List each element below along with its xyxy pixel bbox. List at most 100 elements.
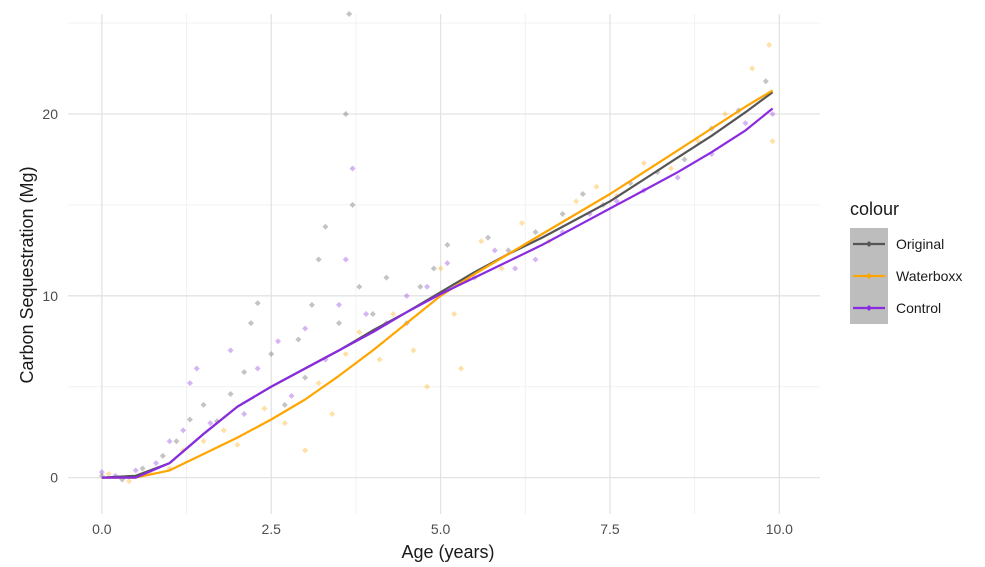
data-point	[342, 256, 349, 263]
data-point	[667, 165, 674, 172]
data-point	[241, 369, 248, 376]
data-point	[613, 198, 620, 205]
data-point	[532, 256, 539, 263]
x-axis-title: Age (years)	[401, 542, 494, 562]
data-point	[322, 223, 329, 230]
data-point	[356, 283, 363, 290]
legend-label: Waterboxx	[896, 268, 962, 284]
data-point	[444, 260, 451, 267]
data-point	[125, 478, 132, 485]
data-point	[430, 265, 437, 272]
data-point	[105, 471, 112, 477]
data-point	[451, 311, 458, 317]
data-point	[410, 347, 417, 354]
legend-key-marker	[866, 305, 872, 311]
data-point	[295, 336, 302, 343]
gridlines	[68, 14, 820, 514]
data-point	[207, 420, 214, 427]
data-point	[227, 391, 234, 397]
data-point	[369, 311, 376, 317]
data-point	[356, 329, 363, 336]
legend-items: Original Waterboxx Control	[850, 228, 962, 324]
data-point	[315, 256, 322, 263]
data-point	[254, 300, 261, 307]
data-point	[288, 392, 295, 399]
data-point	[335, 301, 342, 308]
x-tick-label: 5.0	[431, 521, 451, 537]
legend: colour Original Waterboxx Control	[850, 199, 962, 324]
data-point	[186, 416, 193, 423]
data-point	[532, 229, 539, 236]
x-tick-label: 10.0	[766, 521, 793, 537]
data-point	[478, 238, 485, 245]
data-point	[573, 198, 580, 205]
data-point	[376, 356, 383, 363]
x-tick-label: 7.5	[600, 521, 620, 537]
data-point	[681, 156, 688, 163]
x-axis-ticks: 0.0 2.5 5.0 7.5 10.0	[92, 521, 793, 537]
x-tick-label: 2.5	[262, 521, 282, 537]
data-point	[349, 165, 356, 172]
data-point	[180, 427, 187, 434]
legend-label: Original	[896, 236, 944, 252]
data-point	[342, 111, 349, 117]
data-point	[742, 120, 749, 127]
data-point	[335, 320, 342, 327]
data-point	[769, 138, 776, 145]
data-point	[98, 469, 105, 476]
data-point	[227, 347, 234, 354]
data-point	[518, 220, 525, 227]
data-point	[437, 265, 444, 272]
data-point	[173, 438, 180, 445]
data-point	[308, 301, 315, 308]
data-point	[349, 201, 356, 208]
data-point	[302, 325, 309, 332]
data-point	[329, 411, 336, 417]
data-point	[220, 427, 227, 434]
data-point	[485, 234, 492, 241]
data-point	[749, 65, 756, 72]
data-point	[132, 467, 139, 474]
data-point	[403, 292, 410, 299]
data-point	[281, 401, 288, 408]
data-point	[444, 241, 451, 248]
legend-key-marker	[866, 241, 872, 247]
data-point	[512, 265, 519, 272]
legend-key-marker	[866, 273, 872, 279]
data-point	[342, 351, 349, 357]
data-point	[275, 338, 282, 345]
data-point	[139, 465, 146, 472]
data-point	[254, 365, 261, 372]
data-point	[241, 411, 248, 417]
data-point	[261, 405, 268, 412]
data-point	[268, 351, 275, 357]
data-point	[674, 174, 681, 181]
data-point	[390, 311, 397, 317]
data-point	[281, 420, 288, 427]
y-tick-label: 20	[42, 106, 58, 122]
data-point	[424, 383, 431, 390]
x-tick-label: 0.0	[92, 521, 112, 537]
data-point	[153, 460, 160, 467]
data-point	[159, 452, 166, 459]
y-tick-label: 10	[42, 288, 58, 304]
data-point	[315, 380, 322, 387]
trend-line	[101, 107, 774, 479]
data-point	[417, 283, 424, 290]
data-point	[766, 41, 773, 48]
data-point	[722, 111, 729, 117]
data-point	[579, 191, 586, 197]
data-point	[593, 183, 600, 190]
data-point	[302, 374, 309, 381]
data-point	[640, 160, 647, 167]
data-point	[424, 283, 431, 290]
data-point	[247, 320, 254, 327]
data-point	[762, 78, 769, 85]
legend-title: colour	[850, 199, 899, 219]
data-point	[363, 311, 370, 317]
data-point	[457, 365, 464, 372]
data-point	[491, 247, 498, 254]
data-point	[769, 111, 776, 117]
